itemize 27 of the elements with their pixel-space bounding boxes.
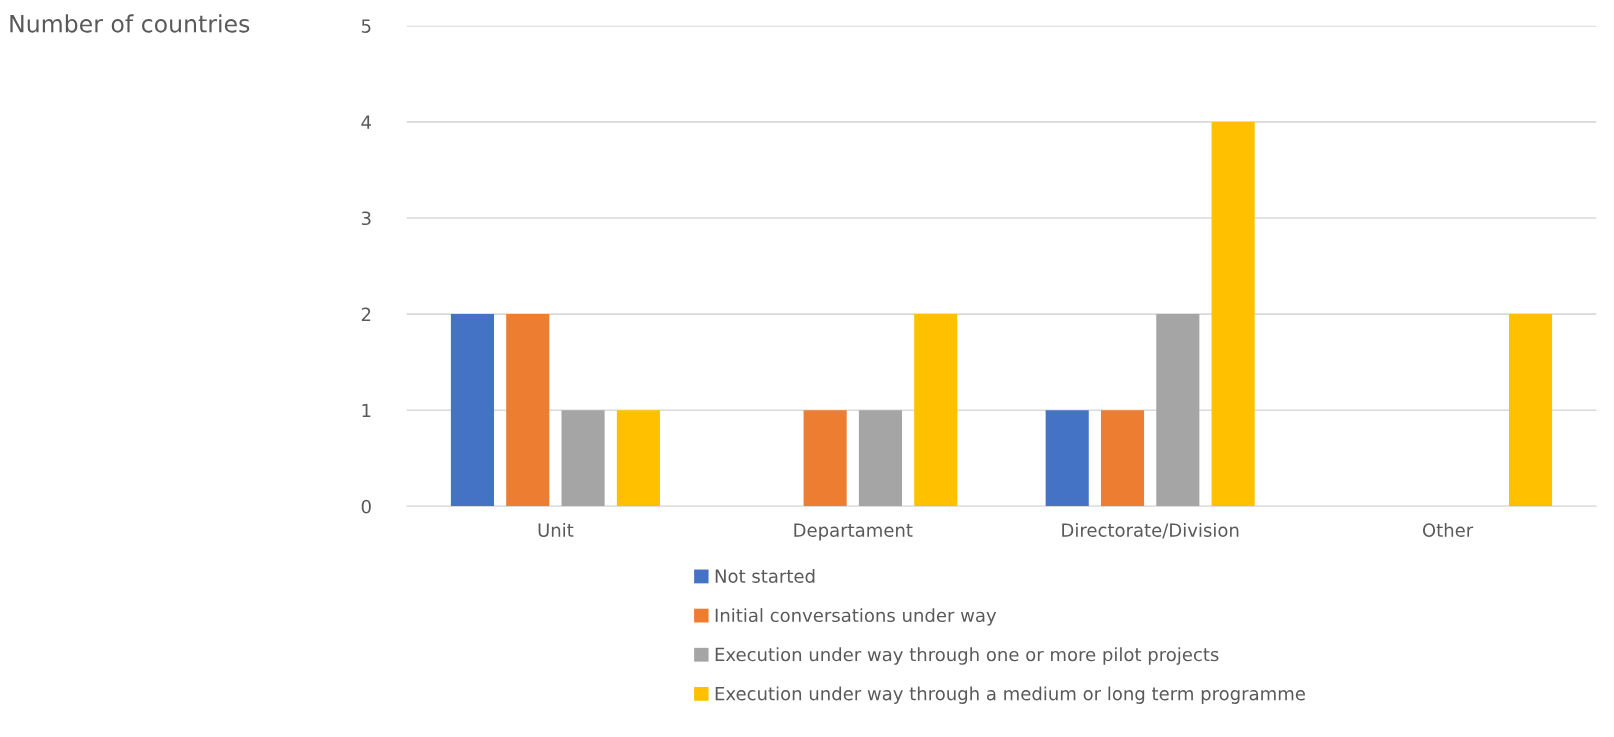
x-tick-label: Departament: [794, 523, 913, 541]
bar: [1508, 314, 1553, 507]
y-tick-label: 2: [361, 307, 371, 321]
bar: [1100, 410, 1145, 507]
bar: [506, 314, 550, 507]
x-tick-label: Unit: [538, 522, 574, 537]
x-tick-label: Other: [1422, 522, 1474, 537]
bar: [1156, 314, 1200, 507]
y-tick-label: 5: [361, 19, 371, 33]
bar: [1045, 410, 1089, 507]
bar: [1211, 121, 1255, 507]
legend-label: Execution under way through one or more pilot projects: [715, 647, 1219, 665]
y-axis-title: Number of countries: [10, 14, 250, 33]
bar: [450, 314, 495, 507]
bar: [616, 410, 660, 507]
legend-label: Execution under way through a medium or long term programme: [715, 686, 1305, 704]
y-tick-label: 0: [361, 499, 371, 514]
x-tick-label: Directorate/Division: [1062, 522, 1239, 539]
legend-label: Initial conversations under way: [715, 608, 997, 626]
bar: [858, 410, 903, 507]
y-tick-label: 1: [362, 403, 371, 418]
legend-label: Not started: [715, 569, 815, 583]
bar: [561, 410, 605, 507]
y-tick-label: 4: [361, 115, 371, 129]
bar: [803, 410, 847, 507]
bar: [914, 314, 958, 507]
y-tick-label: 3: [361, 211, 371, 226]
